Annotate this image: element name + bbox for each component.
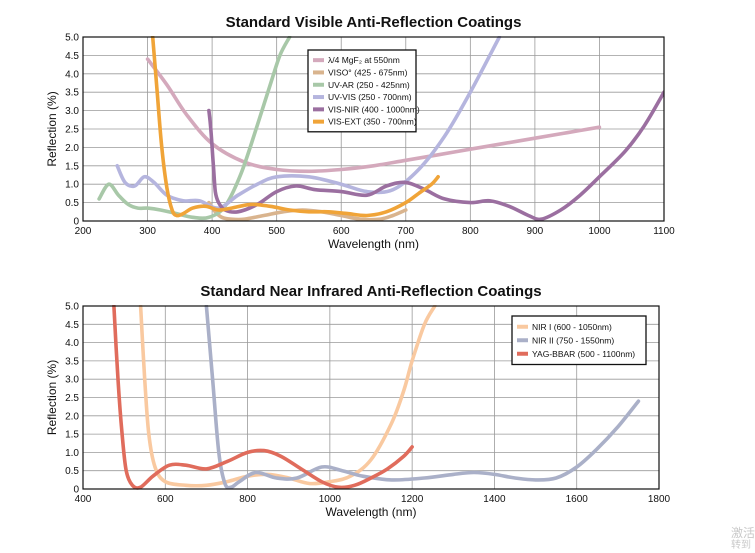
x-tick-label: 600 <box>333 226 350 237</box>
y-tick-label: 3.0 <box>65 375 79 386</box>
x-tick-label: 800 <box>239 494 256 505</box>
y-axis-title: Reflection (%) <box>45 91 59 166</box>
chart-title: Standard Near Infrared Anti-Reflection C… <box>200 283 541 300</box>
legend-box <box>307 49 417 133</box>
y-tick-label: 4.5 <box>65 51 79 62</box>
x-tick-label: 400 <box>204 226 221 237</box>
legend: NIR I (600 - 1050nm) NIR II (750 - 1550nm… <box>511 315 647 366</box>
x-tick-label: 1400 <box>483 494 506 505</box>
x-tick-label: 500 <box>268 226 285 237</box>
series-line-visible-0 <box>145 57 602 174</box>
x-axis-title: Wavelength (nm) <box>328 237 419 251</box>
y-tick-label: 2.0 <box>65 143 79 154</box>
series-group <box>97 36 664 222</box>
x-tick-label: 700 <box>397 226 414 237</box>
legend-label: UV-AR (250 - 425nm) <box>328 80 410 90</box>
y-tick-label: 5.0 <box>65 302 79 313</box>
x-axis-title: Wavelength (nm) <box>326 505 417 519</box>
x-tick-label: 1000 <box>319 494 342 505</box>
y-tick-label: 1.0 <box>65 448 79 459</box>
series-line-nir-0 <box>138 305 437 488</box>
legend-label: YAG-BBAR (500 - 1100nm) <box>532 349 635 359</box>
y-tick-label: 3.0 <box>65 106 79 117</box>
x-tick-label: 300 <box>139 226 156 237</box>
y-tick-label: 4.0 <box>65 69 79 80</box>
series-line-visible-4 <box>207 90 664 222</box>
y-tick-label: 0.5 <box>65 198 79 209</box>
x-tick-label: 600 <box>157 494 174 505</box>
y-tick-label: 3.5 <box>65 356 79 367</box>
y-tick-label: 0.5 <box>65 466 79 477</box>
watermark-line-2: 转到 <box>730 540 751 551</box>
series-group <box>112 305 641 490</box>
series-line-visible-5 <box>150 36 440 218</box>
series-line-nir-2 <box>112 305 414 490</box>
legend-label: VIS-EXT (350 - 700nm) <box>328 117 417 127</box>
x-tick-label: 1000 <box>588 226 611 237</box>
y-tick-label: 3.5 <box>65 88 79 99</box>
x-tick-label: 1200 <box>401 494 424 505</box>
legend-label: NIR II (750 - 1550nm) <box>532 335 614 345</box>
x-tick-label: 400 <box>75 494 92 505</box>
x-tick-label: 1800 <box>648 494 671 505</box>
y-tick-label: 0 <box>73 485 79 496</box>
y-tick-label: 4.5 <box>65 320 79 331</box>
chart-near-infrared-ar: Standard Near Infrared Anti-Reflection C… <box>45 283 671 519</box>
x-tick-label: 900 <box>527 226 544 237</box>
series-line-visible-2 <box>97 36 292 221</box>
x-tick-label: 1100 <box>653 226 675 237</box>
series-line-visible-3 <box>115 36 502 210</box>
y-tick-label: 5.0 <box>65 33 79 44</box>
legend-label: UV-VIS (250 - 700nm) <box>328 92 412 102</box>
watermark: 激活 转到 <box>730 525 755 551</box>
legend: λ/4 MgF₂ at 550nm VISO° (425 - 675nm) UV-A… <box>307 49 420 133</box>
y-tick-label: 4.0 <box>65 338 79 349</box>
legend-label: VIS-NIR (400 - 1000nm) <box>328 104 420 114</box>
plot-frame <box>82 305 660 490</box>
y-tick-label: 0 <box>73 217 79 228</box>
legend-box <box>511 315 647 366</box>
y-tick-label: 1.0 <box>65 180 79 191</box>
y-tick-label: 1.5 <box>65 430 79 441</box>
plot-frame <box>82 36 665 222</box>
x-tick-label: 1600 <box>566 494 589 505</box>
legend-label: λ/4 MgF₂ at 550nm <box>328 55 400 65</box>
y-tick-label: 2.5 <box>65 393 79 404</box>
watermark-line-1: 激活 <box>730 525 755 540</box>
y-tick-label: 1.5 <box>65 161 79 172</box>
x-tick-label: 800 <box>462 226 479 237</box>
chart-title: Standard Visible Anti-Reflection Coating… <box>226 14 522 31</box>
legend-label: NIR I (600 - 1050nm) <box>532 322 612 332</box>
y-tick-label: 2.0 <box>65 411 79 422</box>
x-tick-label: 200 <box>75 226 92 237</box>
chart-visible-ar: Standard Visible Anti-Reflection Coating… <box>45 14 675 251</box>
y-axis-title: Reflection (%) <box>45 360 59 435</box>
y-tick-label: 2.5 <box>65 125 79 136</box>
legend-label: VISO° (425 - 675nm) <box>328 67 408 77</box>
